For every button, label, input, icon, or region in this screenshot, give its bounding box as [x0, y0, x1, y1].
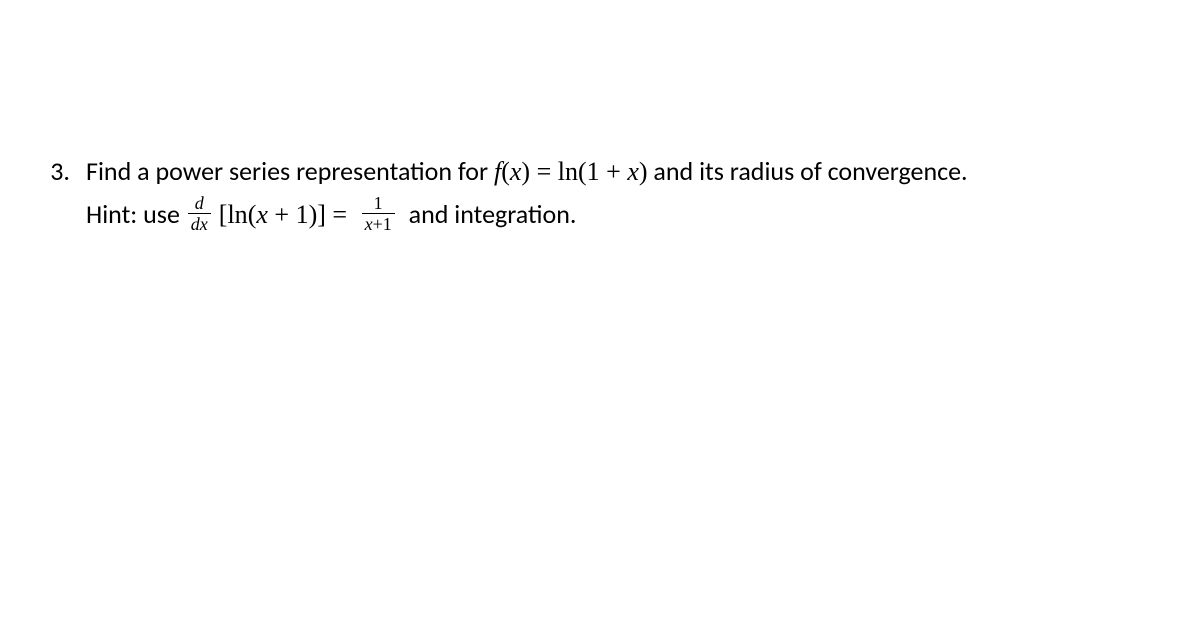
paren-close-3: ) — [309, 200, 318, 229]
math-plus-2: + — [268, 200, 296, 229]
math-ln: ln — [558, 157, 578, 186]
d-dx-fraction: d dx — [188, 194, 211, 235]
math-open-paren: ( — [501, 157, 510, 186]
frac2-x: x — [365, 214, 373, 234]
hint-suffix: and integration. — [403, 198, 577, 230]
one-over-xplus1: 1 x+1 — [362, 194, 395, 235]
page: 3. Find a power series representation fo… — [0, 0, 1200, 621]
math-equals: = — [530, 157, 558, 186]
math-one: 1 — [587, 157, 600, 186]
bracket-close: ] — [317, 200, 326, 229]
math-close-paren: ) — [521, 157, 530, 186]
math-open-paren-2: ( — [578, 157, 587, 186]
text-prefix: Find a power series representation for — [86, 155, 494, 187]
problem-body: Find a power series representation for f… — [86, 152, 1200, 237]
problem-3: 3. Find a power series representation fo… — [20, 152, 1200, 237]
frac2-plus: + — [373, 214, 383, 234]
math-x: x — [510, 157, 522, 186]
math-x-2: x — [627, 157, 639, 186]
frac2-one: 1 — [383, 214, 392, 234]
math-close-paren-2: ) — [639, 157, 648, 186]
text-suffix: and its radius of convergence. — [648, 155, 968, 187]
frac-d-bot-x: x — [200, 214, 208, 234]
math-ln-2: ln — [227, 200, 247, 229]
frac2-top: 1 — [374, 193, 383, 213]
problem-statement-line-1: Find a power series representation for f… — [86, 152, 1200, 191]
math-x-3: x — [256, 200, 268, 229]
problem-number: 3. — [20, 152, 86, 191]
frac-d-top: d — [195, 193, 204, 213]
frac-d-bot-d: d — [191, 214, 200, 234]
hint-label: Hint: use — [86, 198, 186, 230]
math-equals-2: = — [326, 200, 354, 229]
math-plus: + — [600, 157, 628, 186]
math-one-2: 1 — [296, 200, 309, 229]
problem-hint-line: Hint: use d dx [ln(x + 1)] = 1 x+1 and i… — [86, 195, 1200, 237]
